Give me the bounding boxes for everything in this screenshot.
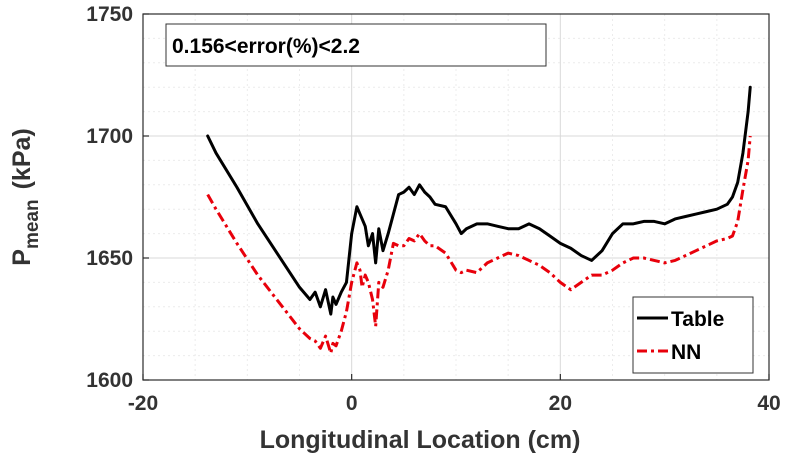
legend-label-nn: NN [671,341,701,364]
series-lines [206,85,752,355]
y-axis-title: Pmean (kPa) [8,128,43,265]
legend-label-table: Table [671,308,724,331]
x-axis-title: Longitudinal Location (cm) [260,426,581,454]
legend-box [632,296,754,374]
y-axis-title-sub: mean [22,199,43,249]
plot-area-border [142,13,770,381]
x-tick-label: 40 [757,392,780,415]
y-tick-label: 1700 [86,125,133,148]
y-tick-label: 1650 [86,247,133,270]
annotation-text: 0.156<error(%)<2.2 [172,35,360,58]
y-tick-label: 1600 [86,369,133,392]
series-line-nn [206,135,752,355]
series-line-table [206,85,752,316]
y-tick-label: 1750 [86,3,133,26]
y-axis-title-unit: (kPa) [8,128,36,189]
svg-text:Pmean(kPa): Pmean (kPa) [8,128,43,265]
annotation-box [165,23,547,67]
y-axis-title-main: P [8,249,36,266]
x-tick-label: 20 [549,392,572,415]
legend: Table NN [632,296,754,374]
axis-ticks: -20 0 20 40 1600 1650 1700 1750 [86,3,780,415]
x-tick-label: 0 [346,392,358,415]
error-annotation: 0.156<error(%)<2.2 [165,23,547,67]
x-tick-label: -20 [128,392,158,415]
